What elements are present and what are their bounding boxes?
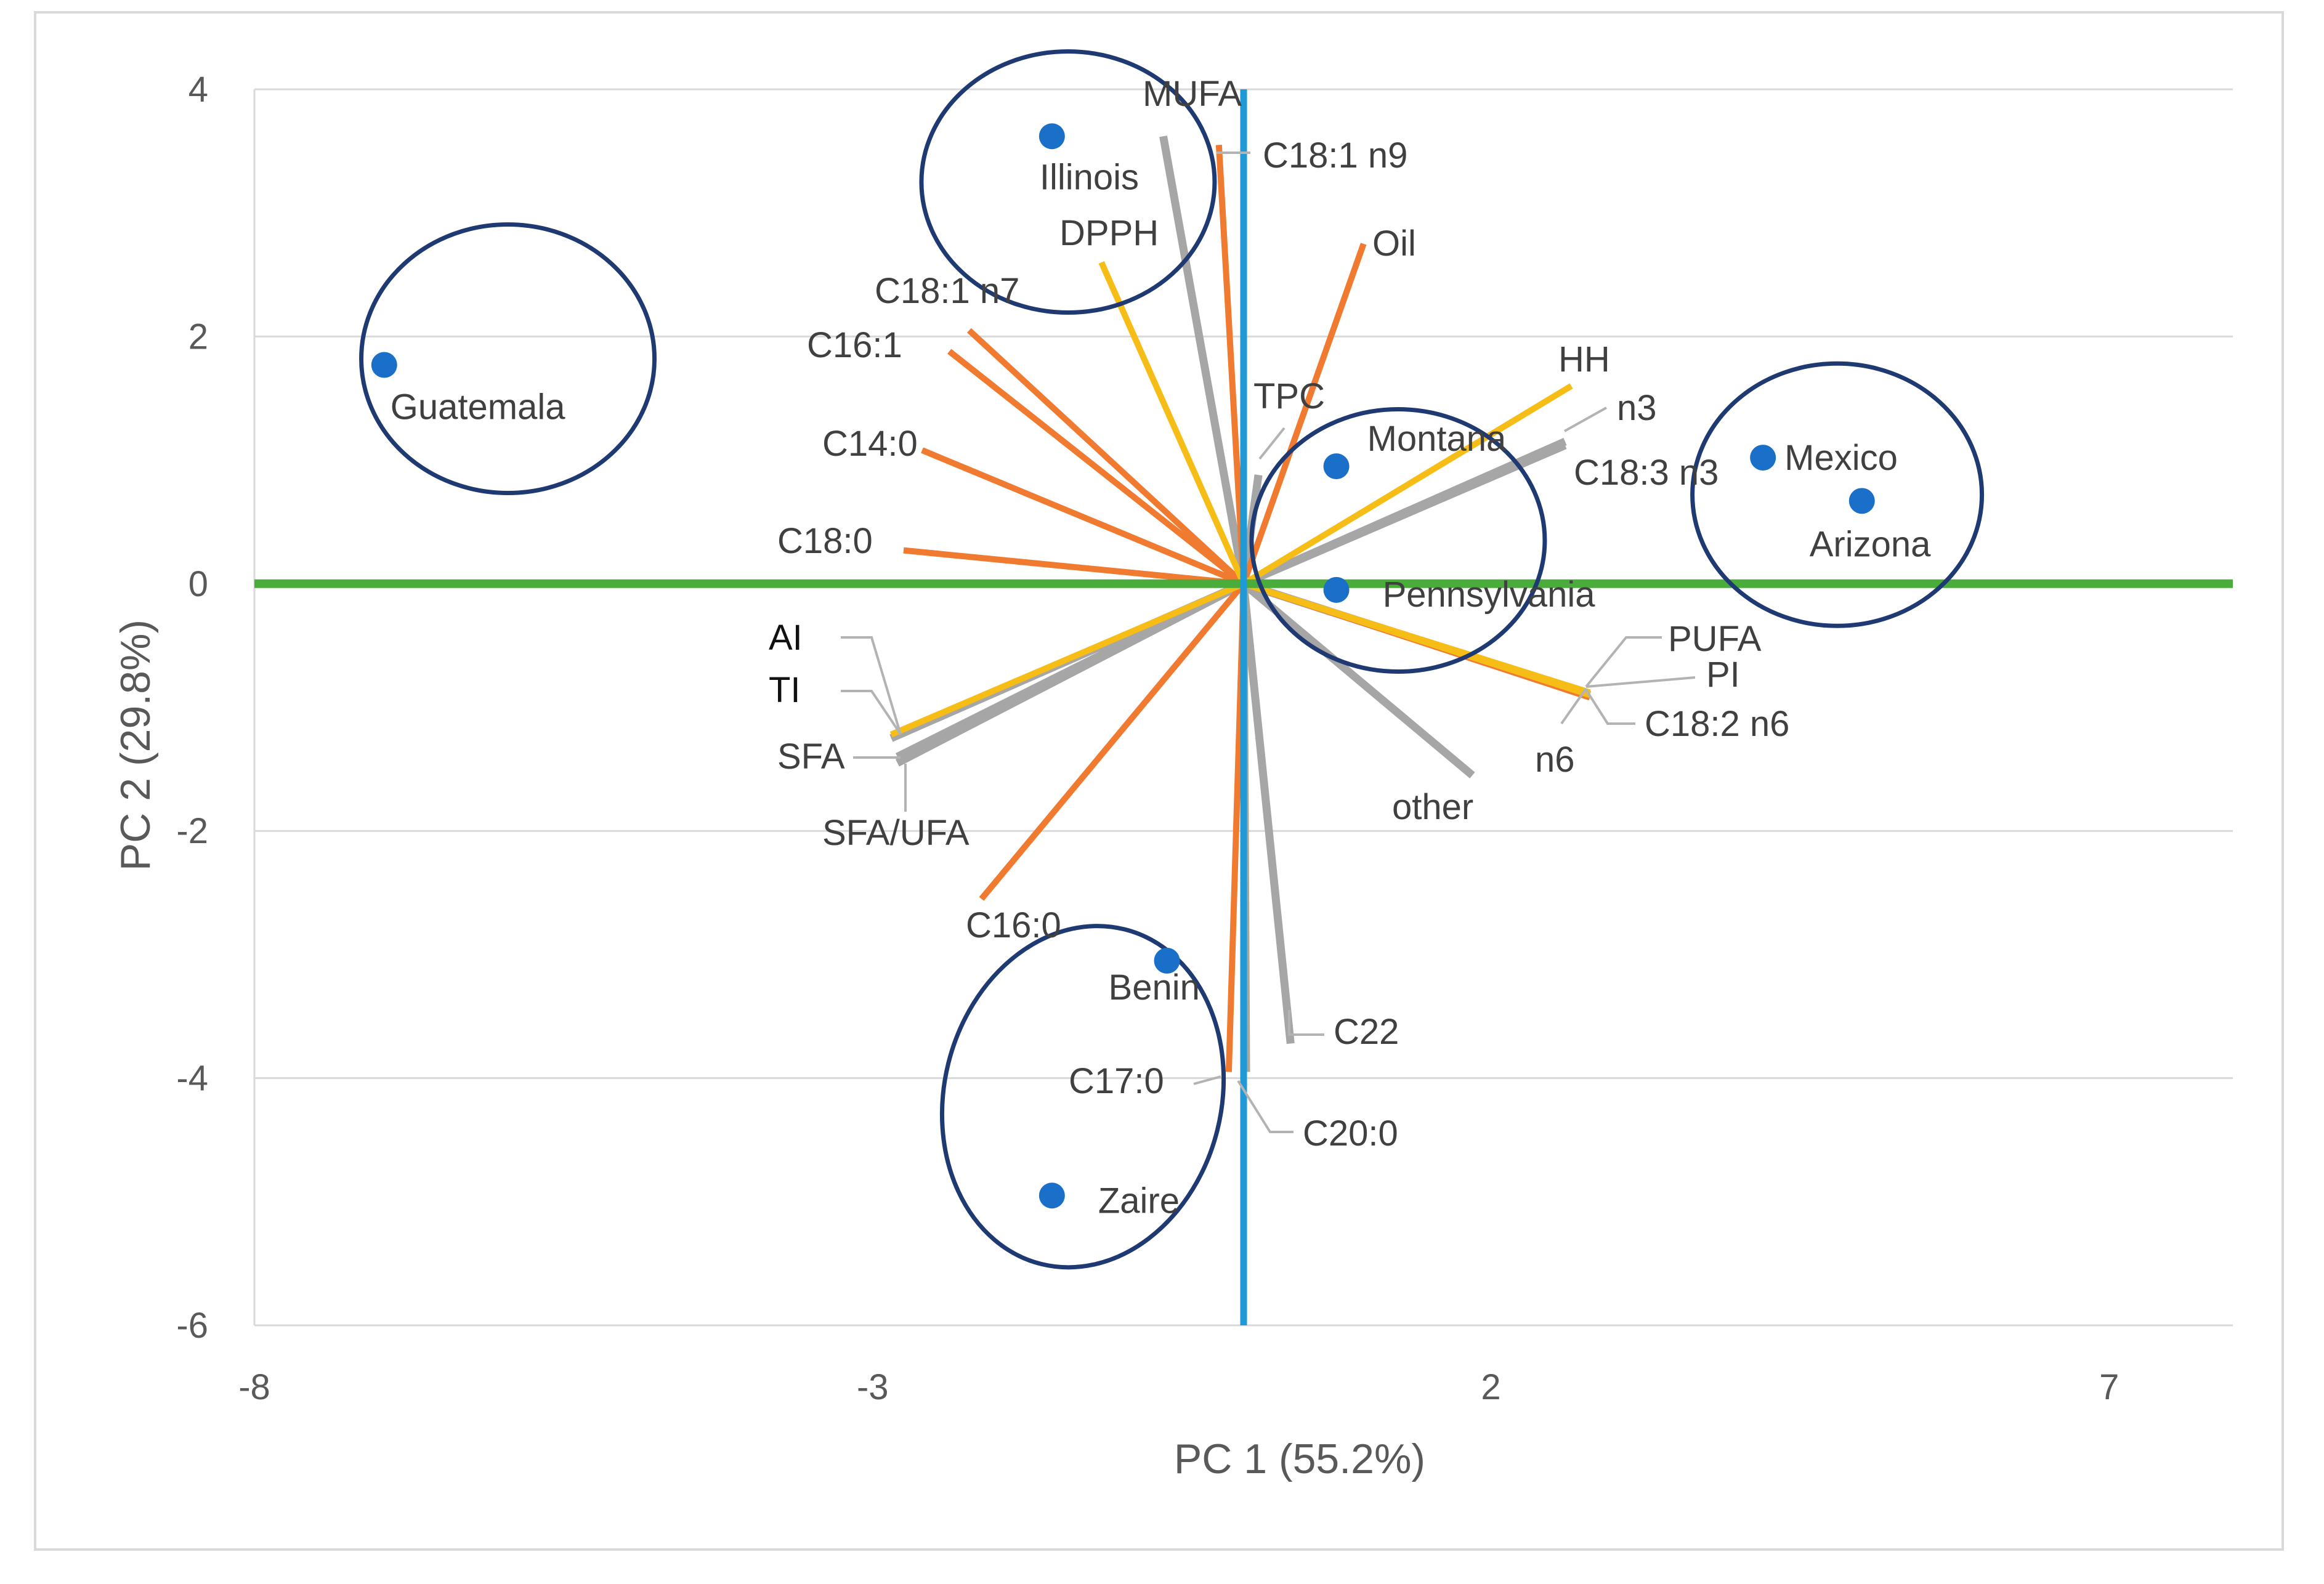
loading-label-c16-0: C16:0 <box>966 905 1061 945</box>
score-point-montana <box>1323 453 1350 480</box>
loading-vector-sfa-ufa <box>895 580 1245 767</box>
score-label-illinois: Illinois <box>1040 157 1139 197</box>
ellipse-benin-zaire <box>939 924 1226 1270</box>
loading-label-hh: HH <box>1558 339 1610 379</box>
loading-label-other: other <box>1392 787 1473 827</box>
score-label-pennsylvania: Pennsylvania <box>1383 575 1596 615</box>
loading-label-c22: C22 <box>1334 1012 1399 1052</box>
loading-label-c18-2-n6: C18:2 n6 <box>1645 704 1789 744</box>
loading-label-c20-0: C20:0 <box>1303 1113 1398 1154</box>
loading-label-c18-3-n3: C18:3 n3 <box>1574 453 1719 493</box>
leader-line-n6 <box>1560 687 1587 725</box>
score-point-illinois <box>1039 123 1065 150</box>
score-label-guatemala: Guatemala <box>391 387 565 427</box>
loading-label-sfa-ufa: SFA/UFA <box>822 813 970 853</box>
y-axis-title: PC 2 (29.8%) <box>112 620 159 871</box>
leader-line-n3 <box>1564 406 1607 432</box>
loading-label-pi: PI <box>1706 655 1740 695</box>
loading-label-pufa: PUFA <box>1668 619 1762 659</box>
loading-vector-c16-1 <box>947 349 1246 586</box>
loading-label-ai: AI <box>769 618 803 658</box>
loading-vector-c22 <box>1239 583 1295 1045</box>
leader-line-pi <box>1585 676 1696 688</box>
loading-label-tpc: TPC <box>1253 376 1325 416</box>
loading-label-oil: Oil <box>1372 224 1416 264</box>
score-point-pennsylvania <box>1323 576 1350 603</box>
leader-line-c22 <box>1288 1010 1324 1036</box>
group-ellipses <box>359 49 1985 1270</box>
ellipse-guatemala <box>359 222 657 496</box>
loading-label-n3: n3 <box>1617 388 1657 428</box>
leader-line-pufa <box>1585 636 1662 688</box>
x-tick-label-7: 7 <box>2099 1367 2119 1407</box>
y-tick-label-2: -2 <box>176 811 208 851</box>
y-tick-label-2: 2 <box>188 317 208 357</box>
leader-line-ai <box>841 636 902 735</box>
x-tick-label-2: 2 <box>1481 1367 1500 1407</box>
ellipse-illinois <box>919 49 1217 315</box>
y-tick-label-0: 0 <box>188 564 208 604</box>
ellipse-montana-pennsylvania <box>1249 407 1547 674</box>
loading-vector-c18-3-n3 <box>1242 442 1567 588</box>
loading-label-c17-0: C17:0 <box>1069 1061 1164 1101</box>
loading-vector-hh <box>1242 383 1573 587</box>
loading-label-c18-1-n9: C18:1 n9 <box>1263 135 1407 176</box>
loading-label-mufa: MUFA <box>1143 74 1242 114</box>
x-tick-label-3: -3 <box>857 1367 889 1407</box>
loading-vector-c18-1-n9 <box>1215 145 1247 584</box>
loading-vector-c16-0 <box>979 581 1246 901</box>
loading-label-c18-1-n7: C18:1 n7 <box>875 271 1019 311</box>
leader-line-c20-0 <box>1237 1080 1294 1133</box>
x-axis-title: PC 1 (55.2%) <box>1174 1436 1425 1482</box>
score-label-zaire: Zaire <box>1098 1181 1180 1221</box>
score-points <box>371 123 1875 1209</box>
data-labels: Illinois Guatemala Montana Pennsylvania Mexi… <box>391 74 1931 1221</box>
score-label-benin: Benin <box>1109 968 1200 1008</box>
loading-label-c18-0: C18:0 <box>777 521 873 561</box>
loading-vector-oil <box>1241 243 1367 585</box>
score-point-arizona <box>1848 488 1875 514</box>
loading-vector-c18-1-n7 <box>966 328 1246 586</box>
chart-frame <box>34 11 2284 1551</box>
leader-line-c18-2-n6 <box>1585 689 1635 725</box>
leader-line-c17-0 <box>1193 1075 1221 1085</box>
loading-label-sfa: SFA <box>777 737 845 777</box>
score-point-zaire <box>1039 1182 1065 1209</box>
loading-vector-c18-0 <box>903 547 1244 587</box>
loading-vector-dpph <box>1098 261 1247 585</box>
ellipse-mexico-arizona <box>1690 361 1985 628</box>
loading-vector-ai <box>889 581 1245 738</box>
y-tick-label-6: -6 <box>176 1306 208 1346</box>
tick-labels: -8 -3 2 7 4 2 0 -2 -4 -6 <box>176 70 2119 1407</box>
y-tick-label-4: 4 <box>188 70 208 110</box>
score-point-mexico <box>1750 445 1776 471</box>
loading-label-ti: TI <box>769 670 801 710</box>
loading-label-c14-0: C14:0 <box>822 424 918 464</box>
loading-vector-pi <box>1242 581 1591 698</box>
score-label-montana: Montana <box>1367 419 1507 459</box>
score-point-guatemala <box>371 352 397 378</box>
loading-label-dpph: DPPH <box>1059 213 1159 253</box>
score-label-mexico: Mexico <box>1784 438 1898 478</box>
score-point-benin <box>1154 947 1180 974</box>
loading-label-n6: n6 <box>1535 740 1575 780</box>
loading-vector-mufa <box>1159 135 1248 584</box>
score-label-arizona: Arizona <box>1810 524 1931 564</box>
label-leaders <box>841 152 1696 1133</box>
x-tick-label-8: -8 <box>238 1367 270 1407</box>
y-tick-label-4: -4 <box>176 1059 208 1099</box>
loading-vector-c14-0 <box>921 447 1245 587</box>
leader-line-ti <box>841 690 902 735</box>
leader-line-tpc <box>1258 427 1285 460</box>
loading-vector-other <box>1241 580 1475 778</box>
pc-axes <box>254 89 2233 1325</box>
loading-label-c16-1: C16:1 <box>807 325 902 365</box>
